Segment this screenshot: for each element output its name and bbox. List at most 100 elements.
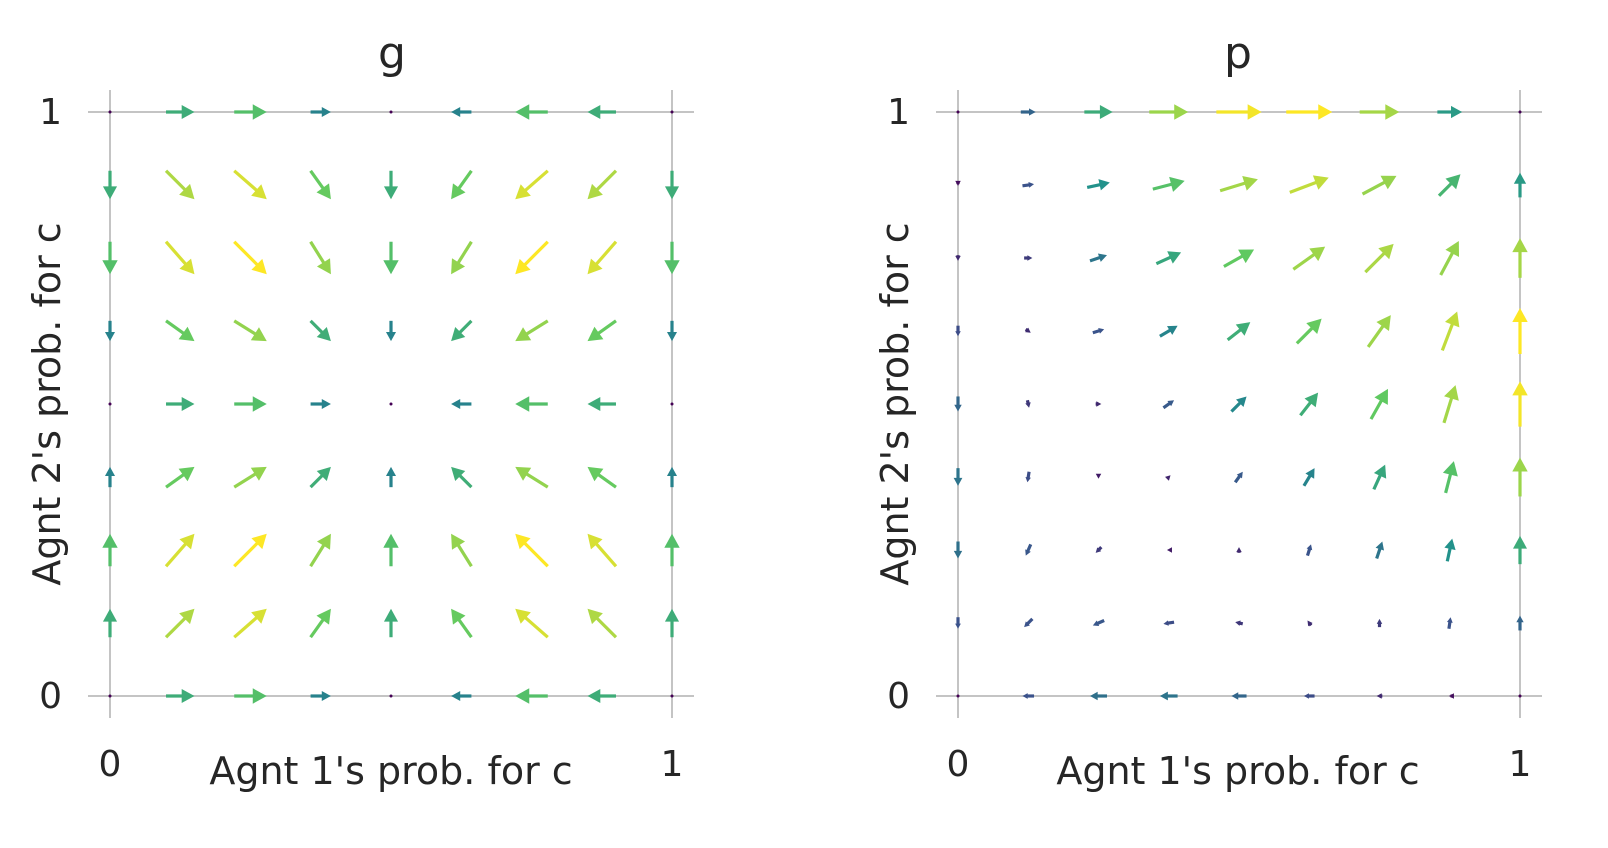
y-axis-label: Agnt 2's prob. for c <box>25 222 69 585</box>
arrow-marker <box>666 320 678 342</box>
arrow-marker <box>383 533 399 567</box>
arrow-marker <box>1223 249 1255 268</box>
arrow-marker <box>166 104 195 120</box>
arrow-marker <box>1437 174 1461 197</box>
arrow-marker <box>1376 618 1383 628</box>
arrow-marker <box>1236 547 1242 553</box>
arrow-marker <box>1295 318 1322 345</box>
y-axis-label: Agnt 2's prob. for c <box>873 222 917 585</box>
arrow-marker <box>1149 104 1189 120</box>
arrow-marker <box>383 241 399 275</box>
arrow-marker <box>164 169 195 200</box>
arrow-marker <box>233 169 267 200</box>
arrow-marker <box>451 466 473 489</box>
arrow-marker <box>389 694 393 698</box>
arrow-marker <box>1289 175 1329 194</box>
x-axis-label: Agnt 1's prob. for c <box>1056 749 1419 793</box>
arrow-marker <box>309 319 331 342</box>
y-tick-label: 1 <box>39 92 62 133</box>
x-tick-label: 1 <box>1509 744 1532 785</box>
x-axis-label: Agnt 1's prob. for c <box>209 749 572 793</box>
arrow-marker <box>164 608 195 639</box>
arrow-marker <box>1025 471 1031 483</box>
arrow-marker <box>515 319 549 342</box>
arrow-marker <box>1024 327 1031 333</box>
arrow-marker <box>515 466 549 489</box>
y-tick-label: 0 <box>39 676 62 717</box>
arrow-marker <box>1444 538 1456 562</box>
arrow-marker <box>165 319 195 342</box>
arrow-marker <box>587 608 618 639</box>
arrow-marker <box>955 617 961 629</box>
arrow-marker <box>102 241 118 275</box>
arrow-marker <box>953 468 963 486</box>
arrow-marker <box>664 608 680 638</box>
arrow-marker <box>102 608 118 638</box>
arrow-marker <box>670 402 674 406</box>
arrow-marker <box>1375 541 1384 559</box>
arrow-marker <box>1369 388 1388 420</box>
arrow-marker <box>233 533 267 568</box>
arrow-marker <box>587 466 617 489</box>
arrow-marker <box>1162 400 1175 410</box>
arrow-marker <box>102 533 118 567</box>
arrow-marker <box>383 170 399 200</box>
arrow-marker <box>389 402 393 406</box>
arrow-marker <box>1090 691 1107 701</box>
arrow-marker <box>515 688 548 704</box>
arrow-marker <box>1292 246 1326 271</box>
arrow-marker <box>309 169 331 200</box>
arrow-marker <box>1359 104 1400 120</box>
arrow-marker <box>666 466 678 488</box>
arrow-marker <box>1089 253 1107 263</box>
arrow-marker <box>1024 255 1033 261</box>
arrow-marker <box>104 466 116 488</box>
arrow-marker <box>234 104 267 120</box>
arrow-marker <box>587 319 617 342</box>
arrow-marker <box>233 466 267 489</box>
arrow-marker <box>1516 615 1524 631</box>
arrow-marker <box>1092 328 1105 335</box>
arrow-marker <box>1442 385 1459 424</box>
arrow-marker <box>1095 401 1102 407</box>
arrow-marker <box>1376 693 1383 699</box>
arrow-field <box>102 104 680 704</box>
arrow-marker <box>1446 617 1453 630</box>
chart-title: g <box>378 28 406 79</box>
arrow-marker <box>515 533 549 568</box>
chart-title: p <box>1224 28 1252 79</box>
arrow-marker <box>1440 311 1460 352</box>
arrow-marker <box>1512 457 1528 497</box>
arrow-marker <box>451 319 473 342</box>
quiver-chart-g: g 1 0 0 1 Agnt 1's prob. for c Agnt 2's … <box>25 28 694 793</box>
arrow-marker <box>515 240 549 275</box>
arrow-marker <box>1437 105 1463 119</box>
arrow-marker <box>953 541 963 559</box>
x-tick-label: 1 <box>661 744 684 785</box>
arrow-marker <box>1219 175 1258 193</box>
arrow-marker <box>164 533 195 568</box>
arrow-marker <box>166 396 195 412</box>
arrow-marker <box>451 169 473 200</box>
arrow-marker <box>233 608 267 639</box>
arrow-marker <box>233 319 267 342</box>
arrow-marker <box>587 169 618 200</box>
arrow-marker <box>451 608 473 639</box>
arrow-marker <box>1366 315 1391 348</box>
arrow-marker <box>164 240 195 275</box>
arrow-marker <box>1235 620 1244 626</box>
arrow-marker <box>1024 617 1034 628</box>
arrow-marker <box>1025 543 1033 556</box>
arrow-marker <box>1305 544 1313 557</box>
arrow-marker <box>1512 381 1528 427</box>
arrow-marker <box>670 694 674 698</box>
arrow-marker <box>1231 692 1247 700</box>
arrow-marker <box>1448 693 1454 699</box>
arrow-marker <box>309 466 331 489</box>
arrow-marker <box>1364 243 1394 274</box>
arrow-marker <box>1512 308 1528 354</box>
arrow-marker <box>108 110 112 114</box>
arrow-marker <box>515 396 548 412</box>
arrow-marker <box>1513 172 1527 198</box>
arrow-marker <box>1155 251 1182 266</box>
